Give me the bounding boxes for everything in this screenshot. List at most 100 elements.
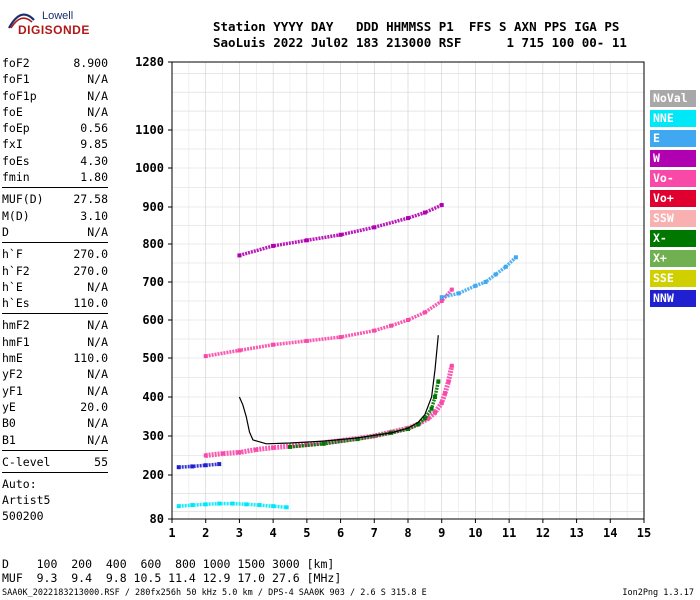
param-key: B1 (2, 432, 16, 447)
param-key: yF2 (2, 367, 23, 382)
param-value: 55 (94, 454, 108, 469)
muf-distance-table: D 100 200 400 600 800 1000 1500 3000 [km… (2, 557, 341, 585)
trace-point (288, 444, 292, 449)
logo-arc-icon (8, 13, 35, 29)
param-key: D (2, 224, 9, 239)
param-row-ye: yE 20.0 (2, 399, 108, 415)
param-group-virtual-heights: h`F 270.0 h`F2 270.0 h`E N/A h`Es 110.0 (2, 246, 108, 311)
trace-model-profile (238, 335, 439, 445)
x-tick-label: 11 (502, 526, 516, 540)
trace-point (422, 210, 427, 215)
trace-point (432, 395, 437, 399)
param-group-confidence: C-level 55 (2, 454, 108, 470)
param-value: 9.85 (80, 137, 108, 152)
param-key: MUF(D) (2, 192, 44, 207)
parameter-panel: foF2 8.900 foF1 N/A foF1p N/A foE N/A foEp 0.56 fx… (2, 55, 108, 524)
param-row-fof2: foF2 8.900 (2, 55, 108, 71)
trace-point (406, 318, 410, 322)
legend-item-sse: SSE (650, 270, 696, 287)
param-row-yf1: yF1 N/A (2, 383, 108, 399)
trace-point (203, 453, 208, 458)
param-key: hmF1 (2, 334, 30, 349)
file-info-line: SAA0K_2022183213000.RSF / 280fx256h 50 k… (2, 588, 427, 598)
muf-row: MUF 9.3 9.4 9.8 10.5 11.4 12.9 17.0 27.6… (2, 571, 342, 585)
param-key: foE (2, 104, 23, 119)
param-key: fxI (2, 137, 23, 152)
param-value: 110.0 (73, 351, 108, 366)
param-row-muf-d-: MUF(D) 27.58 (2, 191, 108, 207)
param-row-hmf1: hmF1 N/A (2, 334, 108, 350)
trace-point (230, 501, 235, 506)
param-row-hmf2: hmF2 N/A (2, 317, 108, 333)
param-key: h`E (2, 279, 23, 294)
y-axis-ticks: 80 200 300 400 500 600 700 800 900 1000 1100 1280 (135, 55, 172, 526)
trace-point (513, 255, 518, 260)
trace-point (176, 465, 181, 470)
trace-third-hop (238, 203, 443, 258)
x-tick-label: 9 (438, 526, 445, 540)
param-key: yE (2, 399, 16, 414)
param-key: h`F (2, 247, 23, 262)
y-tick-label: 300 (142, 429, 164, 443)
legend-item-vo-: Vo- (650, 170, 696, 187)
y-tick-label: 500 (142, 351, 164, 365)
param-group-critical-frequencies: foF2 8.900 foF1 N/A foF1p N/A foE N/A foEp 0.56 fx… (2, 55, 108, 185)
x-tick-label: 1 (168, 526, 175, 540)
autoscaling-line: 500200 (2, 509, 44, 524)
trace-point (372, 328, 377, 333)
param-value: 4.30 (80, 153, 108, 168)
param-value: N/A (87, 432, 108, 447)
param-row-fof1p: foF1p N/A (2, 88, 108, 104)
param-value: 270.0 (73, 263, 108, 278)
trace-point (237, 450, 242, 455)
param-divider (2, 242, 108, 244)
x-tick-label: 8 (404, 526, 411, 540)
param-row-foe: foE N/A (2, 104, 108, 120)
x-tick-label: 7 (371, 526, 378, 540)
legend-item-x-: X+ (650, 250, 696, 267)
trace-point (304, 338, 309, 343)
x-tick-label: 4 (270, 526, 277, 540)
x-tick-label: 5 (303, 526, 310, 540)
param-value: N/A (87, 224, 108, 239)
trace-point (432, 410, 437, 415)
trace-x-trace (289, 381, 441, 449)
param-key: yF1 (2, 383, 23, 398)
trace-point (217, 462, 222, 467)
param-value: N/A (87, 383, 108, 398)
y-tick-label: 80 (150, 512, 164, 526)
y-tick-label: 1000 (135, 161, 164, 175)
x-tick-label: 15 (637, 526, 651, 540)
trace-point (220, 451, 225, 456)
trace-point (355, 437, 360, 442)
trace-point (503, 264, 508, 269)
plot-grid (172, 62, 644, 519)
param-group-profile: hmF2 N/A hmF1 N/A hmE 110.0 yF2 N/A yF1 N/A yE 20.0… (2, 317, 108, 447)
trace-point (237, 253, 242, 258)
trace-point (416, 422, 421, 427)
param-key: hmF2 (2, 318, 30, 333)
param-row-fxi: fxI 9.85 (2, 136, 108, 152)
param-value: 110.0 (73, 296, 108, 311)
param-row-fof1: foF1 N/A (2, 71, 108, 87)
param-row-fmin: fmin 1.80 (2, 169, 108, 185)
param-key: foEs (2, 153, 30, 168)
trace-point (436, 379, 441, 384)
trace-point (439, 400, 444, 405)
param-row-h-es: h`Es 110.0 (2, 295, 108, 311)
x-tick-label: 2 (202, 526, 209, 540)
param-row-b0: B0 N/A (2, 415, 108, 431)
x-tick-label: 3 (236, 526, 243, 540)
trace-point (439, 203, 444, 208)
autoscaling-line: Auto: (2, 477, 37, 492)
trace-point (203, 502, 208, 507)
trace-second-hop (205, 288, 454, 358)
param-key: h`Es (2, 296, 30, 311)
legend-item-vo-: Vo+ (650, 190, 696, 207)
trace-point (271, 445, 276, 450)
trace-point (338, 232, 343, 237)
legend-item-x-: X- (650, 230, 696, 247)
trace-point (271, 504, 276, 509)
trace-point (304, 238, 309, 243)
